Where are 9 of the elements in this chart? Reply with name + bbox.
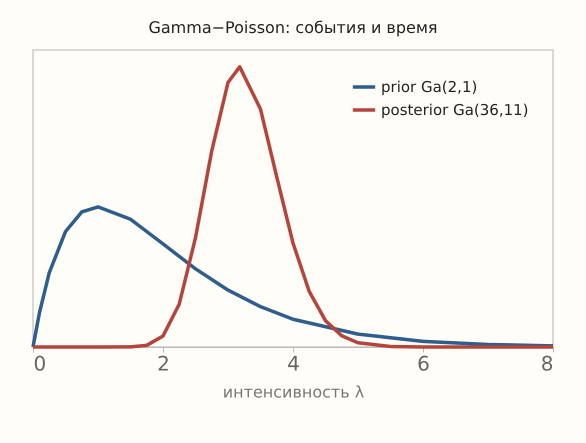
legend-label: posterior Ga(36,11) (381, 101, 529, 119)
x-tick-label: 0 (34, 352, 46, 376)
x-axis-title: интенсивность λ (222, 382, 364, 402)
legend-label: prior Ga(2,1) (381, 78, 478, 96)
chart-title: Gamma−Poisson: события и время (148, 18, 438, 37)
x-tick-label: 6 (417, 352, 430, 376)
x-tick-label: 4 (287, 352, 300, 376)
x-tick-label: 2 (157, 352, 170, 376)
x-tick-label: 8 (540, 352, 554, 376)
